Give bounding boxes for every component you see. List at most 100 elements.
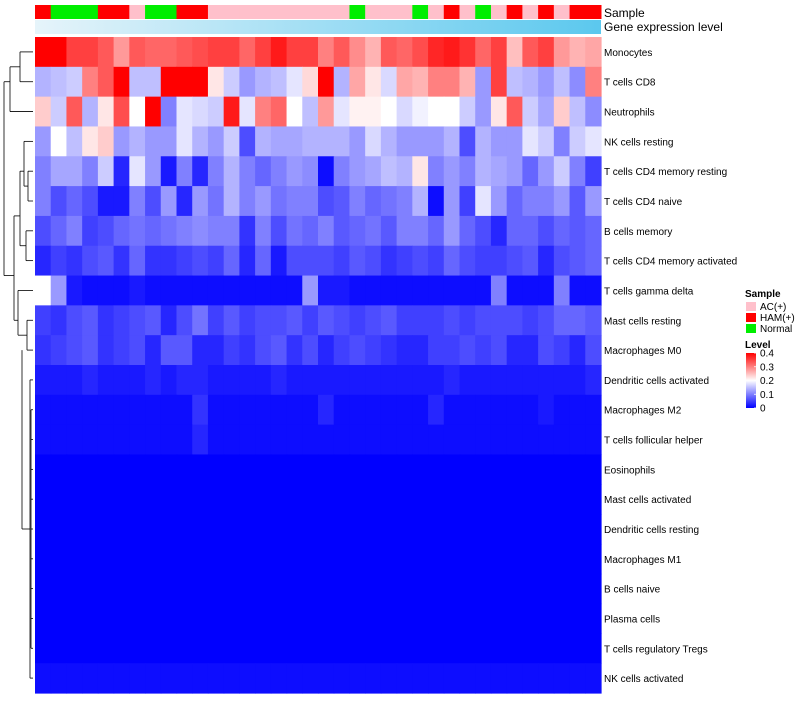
heatmap-cell (585, 156, 602, 187)
heatmap-cell (192, 126, 209, 157)
heatmap-cell (333, 66, 351, 98)
heatmap-cell (160, 275, 178, 306)
heatmap-cell (160, 305, 178, 336)
heatmap-cell (380, 514, 398, 545)
sample-annotation-cell (506, 5, 523, 19)
heatmap-cell (585, 126, 602, 157)
heatmap-cell (522, 275, 539, 306)
heatmap-cell (506, 543, 523, 575)
heatmap-cell (176, 663, 193, 694)
heatmap-cell (223, 66, 240, 98)
heatmap-cell (522, 365, 539, 396)
heatmap-cell (82, 66, 99, 98)
heatmap-cell (50, 335, 68, 366)
heatmap-cell (302, 573, 319, 605)
legend-level-tick-label: 0.4 (760, 349, 774, 360)
heatmap-cell (192, 335, 209, 366)
heatmap-cell (459, 96, 476, 128)
heatmap-cell (145, 663, 162, 694)
heatmap-cell (396, 335, 413, 366)
heatmap-cell (428, 245, 445, 277)
heatmap-cell (585, 96, 602, 128)
heatmap-cell (160, 573, 178, 605)
heatmap-cell (538, 37, 555, 68)
heatmap-cell (239, 514, 256, 545)
heatmap-cell (380, 245, 398, 277)
heatmap-cell (113, 424, 130, 456)
heatmap-cell (490, 66, 508, 98)
heatmap-cell (349, 394, 366, 426)
heatmap-cell (380, 484, 398, 515)
heatmap-cell (538, 245, 555, 277)
heatmap-cell (443, 66, 461, 98)
heatmap-cell (302, 156, 319, 187)
heatmap-cell (286, 186, 303, 217)
heatmap-cell (569, 543, 586, 575)
heatmap-cell (160, 365, 178, 396)
row-label: T cells CD4 memory activated (604, 257, 737, 268)
heatmap-cell (223, 96, 240, 128)
heatmap-cell (286, 365, 303, 396)
heatmap-cell (255, 663, 272, 694)
heatmap-cell (412, 215, 429, 247)
heatmap-cell (333, 603, 351, 634)
heatmap-cell (412, 245, 429, 277)
heatmap-cell (349, 454, 366, 485)
heatmap-cell (569, 573, 586, 605)
heatmap-cell (459, 543, 476, 575)
heatmap-cell (82, 245, 99, 277)
heatmap-cell (82, 156, 99, 187)
heatmap-cell (428, 424, 445, 456)
heatmap-cell (318, 454, 335, 485)
heatmap-cell (97, 37, 115, 68)
heatmap-cell (176, 66, 193, 98)
heatmap-cell (113, 186, 130, 217)
heatmap-cell (428, 454, 445, 485)
heatmap-cell (318, 335, 335, 366)
heatmap-cell (396, 424, 413, 456)
heatmap-cell (443, 156, 461, 187)
heatmap-cell (333, 394, 351, 426)
heatmap-cell (50, 126, 68, 157)
heatmap-cell (380, 66, 398, 98)
heatmap-cell (286, 335, 303, 366)
heatmap-cell (365, 66, 382, 98)
heatmap-cell (475, 37, 492, 68)
sample-annotation-cell (569, 5, 586, 19)
heatmap-cell (490, 335, 508, 366)
heatmap-cell (506, 514, 523, 545)
heatmap-cell (207, 215, 225, 247)
heatmap-cell (192, 603, 209, 634)
heatmap-cell (475, 186, 492, 217)
row-label: Eosinophils (604, 465, 655, 476)
heatmap-cell (553, 514, 571, 545)
heatmap-cell (66, 96, 83, 128)
heatmap-cell (569, 424, 586, 456)
heatmap-cell (538, 394, 555, 426)
heatmap-cell (82, 454, 99, 485)
heatmap-cell (506, 365, 523, 396)
heatmap-cell (176, 454, 193, 485)
heatmap-cell (82, 215, 99, 247)
heatmap-cell (506, 275, 523, 306)
heatmap-cell (129, 424, 146, 456)
heatmap-cell (569, 663, 586, 694)
heatmap-cell (396, 633, 413, 664)
heatmap-cell (333, 454, 351, 485)
heatmap-cell (255, 126, 272, 157)
heatmap-cell (318, 603, 335, 634)
sample-annotation-cell (490, 5, 508, 19)
heatmap-cell (475, 66, 492, 98)
heatmap-cell (522, 394, 539, 426)
heatmap-cell (286, 543, 303, 575)
heatmap-cell (82, 424, 99, 456)
heatmap-cell (192, 96, 209, 128)
heatmap-cell (50, 275, 68, 306)
heatmap-cell (443, 394, 461, 426)
sample-annotation-cell (333, 5, 350, 19)
heatmap-cell (318, 663, 335, 694)
heatmap-cell (35, 156, 52, 187)
heatmap-cell (255, 484, 272, 515)
